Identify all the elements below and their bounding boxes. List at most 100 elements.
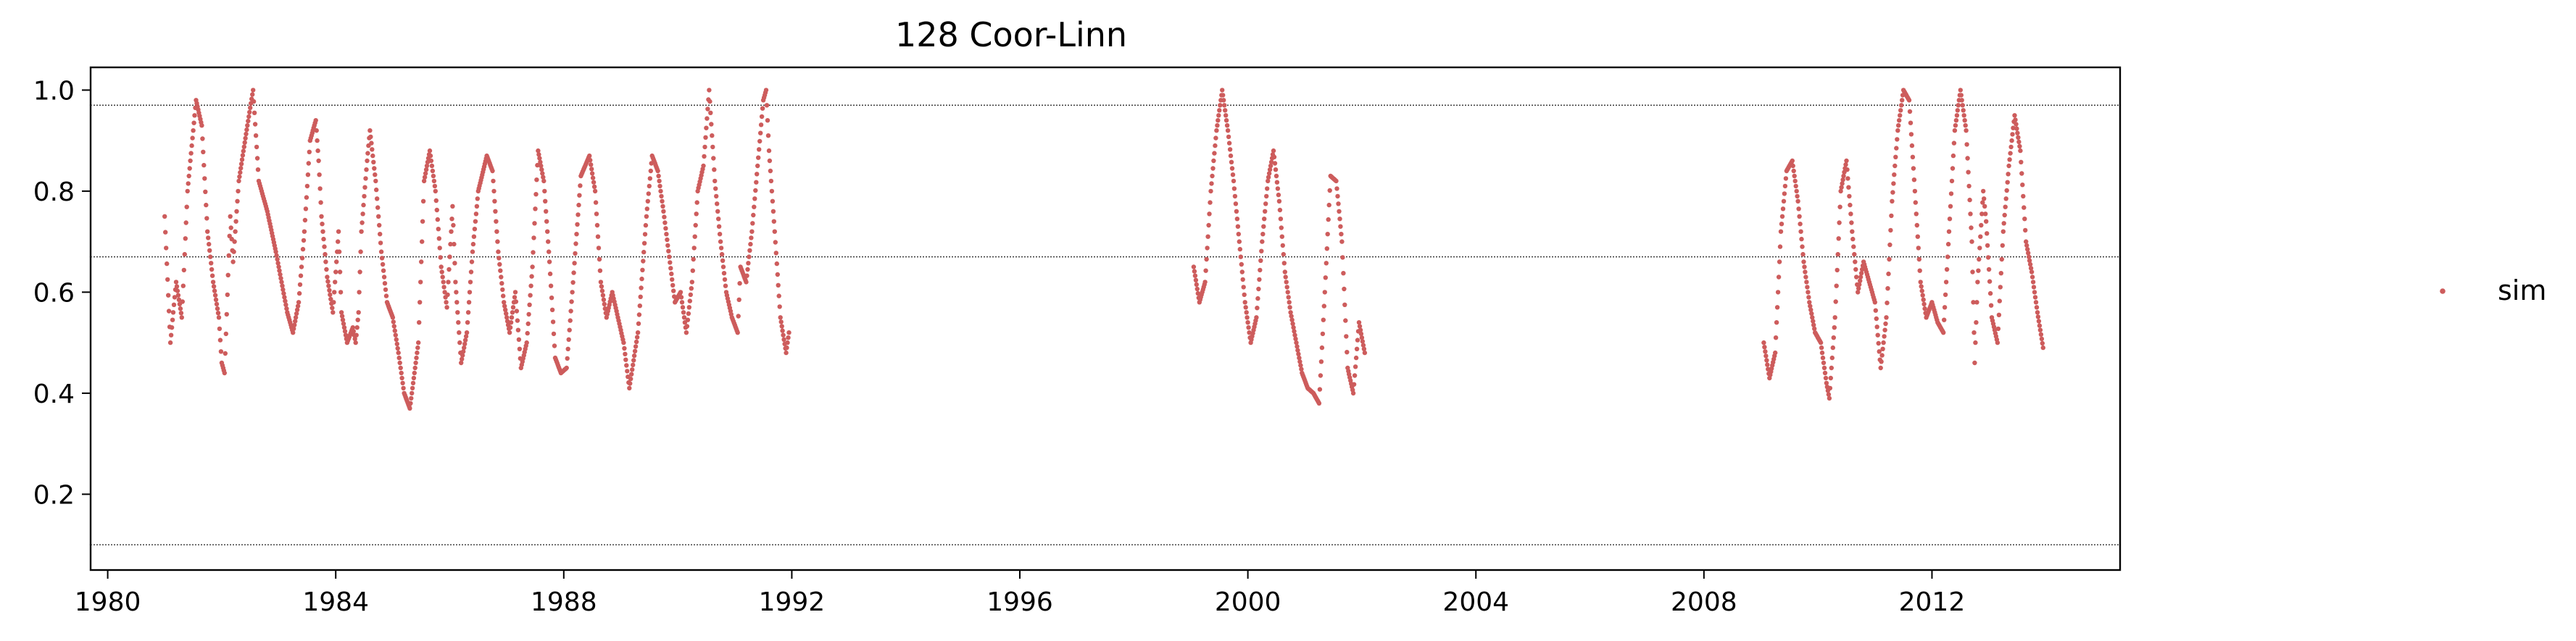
- data-point: [1878, 365, 1883, 371]
- data-point: [1275, 186, 1281, 191]
- data-point: [390, 315, 396, 320]
- data-point: [228, 225, 233, 230]
- data-point: [2027, 254, 2032, 259]
- data-point: [328, 296, 333, 302]
- data-point: [1892, 172, 1897, 177]
- data-point: [421, 178, 427, 184]
- data-point: [452, 261, 457, 266]
- data-point: [744, 273, 749, 278]
- data-point: [2003, 204, 2008, 209]
- data-point: [503, 307, 508, 312]
- data-point: [593, 200, 599, 205]
- data-point: [1214, 128, 1219, 133]
- data-point: [1917, 268, 1922, 273]
- data-point: [757, 147, 762, 152]
- data-point: [1998, 271, 2003, 276]
- data-point: [777, 304, 782, 309]
- data-point: [632, 348, 638, 353]
- data-point: [1326, 202, 1331, 208]
- data-point: [1357, 324, 1363, 329]
- data-point: [736, 314, 741, 319]
- data-point: [1290, 321, 1295, 327]
- data-point: [325, 275, 330, 280]
- data-point: [1958, 93, 1964, 98]
- data-point: [737, 281, 742, 286]
- data-point: [715, 209, 720, 214]
- data-point: [1287, 300, 1292, 305]
- data-point: [1942, 317, 1947, 322]
- data-point: [1761, 340, 1766, 345]
- data-point: [1801, 259, 1806, 264]
- data-point: [629, 372, 634, 377]
- data-point: [670, 282, 676, 288]
- data-point: [1781, 198, 1787, 204]
- data-point: [657, 178, 662, 184]
- data-point: [1841, 173, 1846, 179]
- data-point: [1829, 365, 1834, 371]
- data-point: [451, 222, 456, 228]
- data-point: [1763, 353, 1769, 359]
- data-point: [1819, 345, 1824, 351]
- data-point: [1792, 173, 1797, 179]
- data-point: [1223, 118, 1229, 123]
- data-point: [2034, 305, 2040, 310]
- data-point: [1276, 198, 1282, 204]
- data-point: [394, 337, 399, 342]
- data-point: [208, 254, 213, 259]
- data-point: [417, 320, 422, 325]
- data-point: [457, 330, 462, 335]
- data-point: [439, 264, 444, 269]
- data-point: [323, 251, 328, 257]
- data-point: [217, 338, 223, 343]
- data-point: [336, 249, 342, 254]
- data-point: [631, 362, 636, 368]
- data-point: [2038, 332, 2044, 337]
- data-point: [1846, 185, 1851, 190]
- data-point: [2020, 183, 2025, 188]
- data-point: [1921, 297, 1926, 302]
- data-point: [644, 214, 649, 219]
- data-point: [662, 214, 667, 219]
- data-point: [381, 275, 387, 280]
- data-point: [188, 151, 194, 156]
- data-point: [1234, 209, 1239, 214]
- data-point: [1322, 290, 1328, 295]
- data-point: [768, 168, 773, 174]
- data-point: [1948, 204, 1953, 209]
- data-point: [1919, 288, 1924, 293]
- data-point: [1255, 296, 1260, 301]
- data-point: [754, 180, 759, 185]
- data-point: [769, 188, 775, 194]
- data-point: [1892, 163, 1898, 169]
- data-point: [1832, 325, 1837, 330]
- data-point: [178, 306, 183, 311]
- data-point: [510, 305, 516, 310]
- data-point: [182, 251, 187, 257]
- data-point: [238, 166, 244, 171]
- data-point: [1847, 193, 1852, 199]
- data-point: [722, 277, 728, 282]
- data-point: [1972, 330, 1977, 335]
- data-point: [1916, 246, 1921, 251]
- data-point: [637, 303, 642, 309]
- data-point: [341, 325, 347, 330]
- data-point: [1887, 256, 1892, 262]
- data-point: [230, 259, 236, 264]
- data-point: [370, 147, 375, 152]
- data-point: [552, 343, 557, 348]
- data-point: [1946, 229, 1952, 234]
- data-point: [752, 196, 757, 201]
- data-point: [178, 311, 184, 316]
- data-point: [1293, 336, 1298, 342]
- data-point: [643, 222, 649, 228]
- data-point: [784, 345, 789, 351]
- data-point: [1800, 251, 1806, 257]
- data-point: [631, 353, 637, 359]
- data-point: [599, 288, 605, 293]
- data-point: [723, 283, 728, 288]
- data-point: [1217, 108, 1222, 113]
- data-point: [1762, 345, 1767, 350]
- data-point: [470, 241, 476, 247]
- data-point: [1790, 158, 1795, 164]
- data-point: [1839, 185, 1844, 190]
